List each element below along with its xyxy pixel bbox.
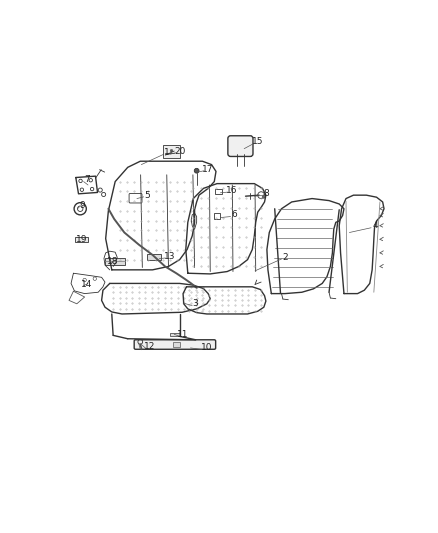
Bar [215,189,223,194]
Bar [170,333,180,336]
Bar [147,254,161,260]
Text: 1: 1 [164,148,170,157]
Circle shape [194,168,199,173]
Text: 20: 20 [174,147,185,156]
Bar [173,343,180,347]
Text: 4: 4 [373,221,378,230]
Text: 6: 6 [232,211,237,220]
Text: 13: 13 [164,252,175,261]
Text: 16: 16 [226,186,238,195]
Text: 11: 11 [177,330,189,339]
Text: 12: 12 [144,342,155,351]
FancyBboxPatch shape [134,340,215,349]
FancyBboxPatch shape [228,136,253,157]
Bar [162,145,180,158]
Text: 15: 15 [252,138,264,147]
Text: 7: 7 [84,175,90,184]
Text: 17: 17 [202,165,214,174]
Text: 8: 8 [263,189,269,198]
Text: 14: 14 [81,280,93,289]
Text: 10: 10 [201,343,212,352]
Text: 3: 3 [193,300,198,308]
Text: 19: 19 [75,235,87,244]
Circle shape [262,195,265,198]
Bar [75,237,88,242]
Bar [105,257,125,265]
Circle shape [170,149,173,152]
Text: 2: 2 [283,253,288,262]
Text: 9: 9 [80,201,85,210]
Bar [214,214,220,219]
Text: 5: 5 [144,191,150,200]
Text: 18: 18 [107,257,119,266]
